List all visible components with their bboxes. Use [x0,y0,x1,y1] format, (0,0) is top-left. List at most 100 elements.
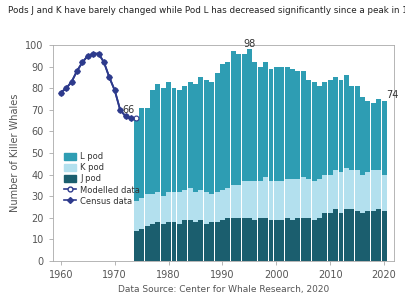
Bar [160,88,165,196]
Bar [354,170,359,211]
Bar [359,175,364,214]
Bar [149,194,155,224]
Bar [295,218,300,261]
Modelled data [80,61,85,64]
Bar [316,86,321,179]
Text: 66: 66 [123,105,135,115]
Line: Census data: Census data [59,52,133,121]
Bar [214,222,219,261]
Bar [327,80,332,175]
Bar [338,80,343,172]
Bar [262,62,267,177]
Bar [364,172,369,211]
Bar [273,67,278,181]
Bar [209,222,214,261]
Bar [246,218,251,261]
Bar [225,188,230,218]
Bar [311,220,316,261]
Bar [187,188,192,220]
Bar [305,218,310,261]
Bar [268,220,273,261]
Census data [96,52,101,56]
Bar [187,82,192,188]
Bar [160,224,165,261]
Text: Pods J and K have barely changed while Pod L has decreased significantly since a: Pods J and K have barely changed while P… [8,6,405,15]
Modelled data [107,76,111,79]
Bar [316,179,321,218]
Bar [139,229,144,261]
Bar [198,220,203,261]
Bar [155,222,160,261]
Bar [139,108,144,198]
Modelled data [134,117,139,120]
Bar [155,192,160,222]
Bar [279,220,284,261]
Bar [279,181,284,220]
Bar [236,185,241,218]
Bar [322,214,326,261]
Bar [327,175,332,214]
Bar [316,218,321,261]
Bar [166,222,171,261]
Bar [220,220,224,261]
Bar [230,218,235,261]
Bar [214,192,219,222]
Bar [305,179,310,218]
Modelled data [85,54,90,58]
Bar [177,192,181,224]
Bar [171,88,176,192]
Bar [343,75,348,168]
Census data [107,76,111,79]
Modelled data [58,91,63,94]
Bar [359,214,364,261]
Bar [214,73,219,192]
Bar [348,209,354,261]
Line: Modelled data: Modelled data [58,51,139,121]
Census data [112,88,117,92]
Bar [166,82,171,192]
Bar [193,192,198,222]
Bar [343,209,348,261]
Bar [246,49,251,181]
Bar [246,181,251,218]
Bar [134,231,139,261]
Bar [134,118,139,200]
Bar [284,218,289,261]
Bar [354,86,359,170]
Modelled data [128,117,133,120]
Bar [333,209,337,261]
Bar [144,226,149,261]
Bar [295,179,300,218]
Bar [160,196,165,224]
Modelled data [96,52,101,56]
Bar [300,177,305,218]
Modelled data [117,108,122,112]
Census data [75,69,79,73]
Modelled data [64,86,68,90]
Census data [69,80,74,83]
Bar [268,181,273,220]
Bar [322,82,326,175]
Bar [166,192,171,222]
Bar [139,198,144,229]
Bar [381,211,386,261]
Bar [262,177,267,218]
Modelled data [91,52,96,56]
Bar [370,103,375,170]
Census data [101,61,106,64]
Bar [284,67,289,179]
Bar [348,86,354,170]
Census data [128,117,133,120]
Census data [91,52,96,56]
Bar [273,220,278,261]
Bar [311,181,316,220]
Census data [85,54,90,58]
Bar [220,190,224,220]
Text: Data Source: Center for Whale Research, 2020: Data Source: Center for Whale Research, … [117,285,328,294]
Bar [177,90,181,192]
Census data [80,61,85,64]
Bar [300,71,305,177]
Bar [381,101,386,175]
Bar [220,64,224,190]
Bar [257,67,262,181]
